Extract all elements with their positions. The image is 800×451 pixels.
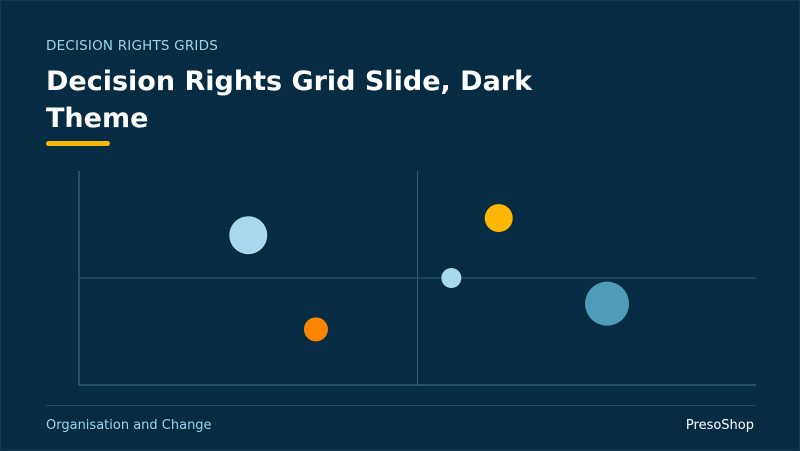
footer-divider [46, 405, 756, 406]
footer-brand: PresoShop [685, 418, 754, 433]
chart-points [229, 204, 630, 342]
chart-axes [78, 171, 756, 386]
data-point-3 [484, 204, 513, 233]
footer-category: Organisation and Change [46, 418, 212, 433]
title-accent-bar [46, 141, 110, 146]
section-eyebrow: DECISION RIGHTS GRIDS [46, 38, 218, 54]
data-point-1 [229, 216, 268, 255]
data-point-5 [585, 281, 630, 326]
data-point-2 [303, 317, 328, 342]
slide-title: Decision Rights Grid Slide, Dark Theme [46, 66, 533, 134]
data-point-4 [441, 268, 462, 288]
